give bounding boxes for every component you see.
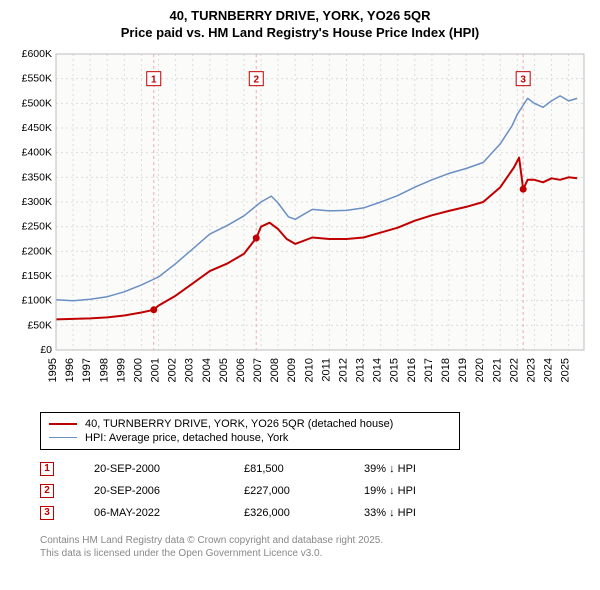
svg-text:2016: 2016	[406, 358, 418, 382]
svg-text:1: 1	[151, 74, 157, 85]
svg-text:2024: 2024	[543, 358, 555, 382]
svg-text:£350K: £350K	[22, 171, 52, 183]
svg-text:2020: 2020	[474, 358, 486, 382]
svg-text:2007: 2007	[252, 358, 264, 382]
sale-price: £81,500	[244, 463, 324, 475]
svg-text:2: 2	[253, 74, 259, 85]
sale-diff: 33% ↓ HPI	[364, 507, 416, 519]
sale-marker: 2	[40, 484, 54, 498]
footer-line-1: Contains HM Land Registry data © Crown c…	[40, 534, 590, 547]
svg-text:£450K: £450K	[22, 122, 52, 134]
svg-text:2014: 2014	[372, 358, 384, 382]
svg-text:2017: 2017	[423, 358, 435, 382]
svg-text:2009: 2009	[286, 358, 298, 382]
legend-label: 40, TURNBERRY DRIVE, YORK, YO26 5QR (det…	[85, 418, 393, 430]
svg-text:1998: 1998	[98, 358, 110, 382]
sale-price: £227,000	[244, 485, 324, 497]
svg-text:£600K: £600K	[22, 48, 52, 60]
sale-marker: 3	[40, 506, 54, 520]
svg-text:£250K: £250K	[22, 220, 52, 232]
sale-row: 1 20-SEP-2000 £81,500 39% ↓ HPI	[40, 458, 590, 480]
sale-marker: 1	[40, 462, 54, 476]
sale-row: 3 06-MAY-2022 £326,000 33% ↓ HPI	[40, 502, 590, 524]
title-line-2: Price paid vs. HM Land Registry's House …	[10, 25, 590, 42]
sales-table: 1 20-SEP-2000 £81,500 39% ↓ HPI 2 20-SEP-2006…	[40, 458, 590, 524]
svg-text:£550K: £550K	[22, 72, 52, 84]
footer-attribution: Contains HM Land Registry data © Crown c…	[40, 534, 590, 560]
svg-text:2012: 2012	[337, 358, 349, 382]
chart-container: { "title_line1": "40, TURNBERRY DRIVE, Y…	[0, 0, 600, 568]
svg-text:1996: 1996	[64, 358, 76, 382]
legend-row: 40, TURNBERRY DRIVE, YORK, YO26 5QR (det…	[49, 417, 451, 431]
svg-text:2002: 2002	[167, 358, 179, 382]
legend-label: HPI: Average price, detached house, York	[85, 432, 288, 444]
sale-date: 20-SEP-2000	[94, 463, 204, 475]
svg-text:£300K: £300K	[22, 196, 52, 208]
legend-swatch	[49, 437, 77, 438]
svg-text:1999: 1999	[115, 358, 127, 382]
legend-swatch	[49, 423, 77, 425]
svg-text:2005: 2005	[218, 358, 230, 382]
svg-text:1997: 1997	[81, 358, 93, 382]
svg-text:2000: 2000	[132, 358, 144, 382]
svg-text:2008: 2008	[269, 358, 281, 382]
svg-text:£200K: £200K	[22, 245, 52, 257]
svg-text:£0: £0	[40, 344, 52, 356]
svg-text:3: 3	[520, 74, 526, 85]
svg-text:£500K: £500K	[22, 97, 52, 109]
svg-text:2006: 2006	[235, 358, 247, 382]
sale-row: 2 20-SEP-2006 £227,000 19% ↓ HPI	[40, 480, 590, 502]
sale-price: £326,000	[244, 507, 324, 519]
footer-line-2: This data is licensed under the Open Gov…	[40, 547, 590, 560]
svg-text:£150K: £150K	[22, 270, 52, 282]
svg-text:2019: 2019	[457, 358, 469, 382]
chart-title: 40, TURNBERRY DRIVE, YORK, YO26 5QR Pric…	[10, 8, 590, 42]
svg-text:2013: 2013	[355, 358, 367, 382]
svg-text:2021: 2021	[491, 358, 503, 382]
svg-text:2022: 2022	[508, 358, 520, 382]
svg-text:2018: 2018	[440, 358, 452, 382]
line-chart-svg: £0 £50K £100K £150K £200K £250K £300K £350K £400…	[10, 46, 590, 406]
legend: 40, TURNBERRY DRIVE, YORK, YO26 5QR (det…	[40, 412, 460, 450]
svg-text:1995: 1995	[47, 358, 59, 382]
svg-text:2003: 2003	[184, 358, 196, 382]
svg-text:2011: 2011	[320, 358, 332, 382]
sale-diff: 19% ↓ HPI	[364, 485, 416, 497]
sale-date: 20-SEP-2006	[94, 485, 204, 497]
sale-date: 06-MAY-2022	[94, 507, 204, 519]
svg-text:2010: 2010	[303, 358, 315, 382]
title-line-1: 40, TURNBERRY DRIVE, YORK, YO26 5QR	[10, 8, 590, 25]
svg-text:£400K: £400K	[22, 146, 52, 158]
legend-row: HPI: Average price, detached house, York	[49, 431, 451, 445]
svg-text:2023: 2023	[525, 358, 537, 382]
sale-diff: 39% ↓ HPI	[364, 463, 416, 475]
svg-text:2004: 2004	[201, 358, 213, 382]
chart-area: £0 £50K £100K £150K £200K £250K £300K £350K £400…	[10, 46, 590, 406]
svg-text:£100K: £100K	[22, 294, 52, 306]
svg-text:2025: 2025	[560, 358, 572, 382]
svg-text:2015: 2015	[389, 358, 401, 382]
svg-text:2001: 2001	[150, 358, 162, 382]
svg-text:£50K: £50K	[27, 319, 52, 331]
